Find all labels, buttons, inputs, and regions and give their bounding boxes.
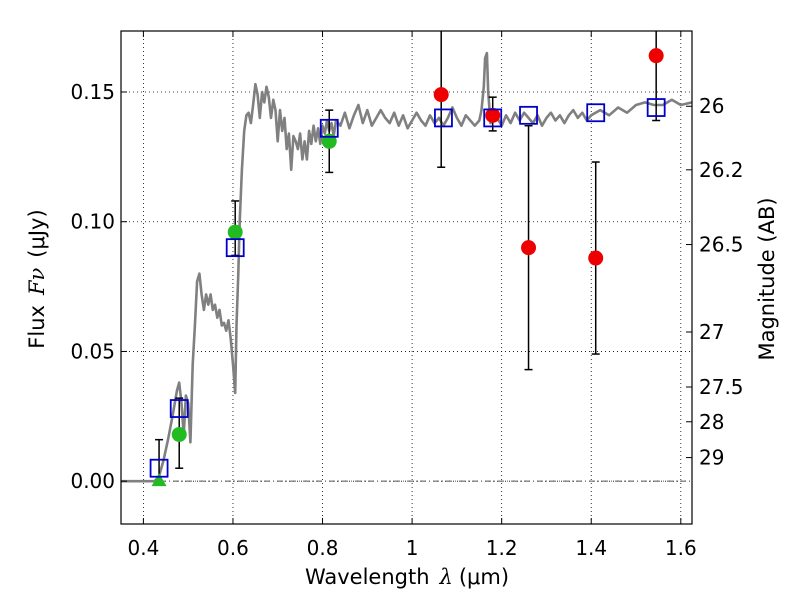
model-band-square — [169, 399, 189, 418]
y2-tick-label: 28 — [699, 410, 724, 434]
model-band-square — [519, 105, 538, 125]
x-tick-label: 0.8 — [307, 536, 339, 560]
y2-axis-label: Magnitude (AB) — [755, 197, 779, 360]
model-band-square — [483, 108, 503, 128]
y-axis-label: Flux Fν (μJy) — [25, 209, 49, 348]
x-tick-label: 1.6 — [665, 536, 697, 560]
model-band-square — [646, 98, 666, 117]
template-spectrum-layer — [121, 51, 693, 483]
y2-tick-label: 26.2 — [699, 158, 744, 182]
model-squares-layer — [149, 98, 666, 478]
y-axis-label-symbol: Fν — [25, 267, 49, 296]
model-band-square — [225, 238, 245, 258]
y-axis-label-text: Flux — [25, 305, 49, 349]
model-band-square — [434, 108, 453, 128]
nearir-photometry-point — [648, 48, 664, 64]
model-band-square — [149, 458, 169, 478]
x-axis-label-unit: (μm) — [459, 565, 509, 589]
x-tick-label: 0.6 — [217, 536, 249, 560]
y-axis-label-unit: (μJy) — [25, 209, 49, 257]
x-tick-label: 0.4 — [127, 536, 159, 560]
optical-detection-point — [227, 224, 243, 240]
x-axis-label-text: Wavelength — [305, 565, 430, 589]
nearir-photometry-point — [433, 87, 449, 103]
x-tick-label: 1.4 — [575, 536, 607, 560]
x-tick-label: 1.2 — [486, 536, 518, 560]
nearir-photometry-point — [485, 107, 501, 123]
x-axis-label-symbol: λ — [439, 565, 453, 589]
y-tick-label: 0.10 — [70, 210, 115, 234]
x-axis-label: Wavelength λ (μm) — [305, 565, 509, 589]
optical-upper-limit-triangle — [151, 473, 167, 487]
ticks-layer: 0.4 0.6 0.8 1 1.2 1.4 1.6 0.00 0.05 0.10 0.15 26 26.… — [70, 31, 744, 560]
model-band-square — [586, 103, 606, 123]
y2-tick-label: 26.5 — [699, 233, 744, 257]
y2-tick-label: 27.5 — [699, 375, 744, 399]
nearir-photometry-point — [521, 240, 537, 256]
model-band-square — [319, 118, 339, 138]
template-spectrum-line — [121, 51, 693, 483]
y-tick-label: 0.15 — [70, 80, 115, 104]
y2-tick-label: 29 — [699, 446, 724, 470]
x-tick-label: 1 — [406, 536, 419, 560]
y2-tick-label: 26 — [699, 94, 724, 118]
optical-detection-point — [171, 426, 187, 442]
plot-frame — [120, 30, 693, 525]
y2-tick-label: 27 — [699, 320, 724, 344]
y-tick-label: 0.05 — [70, 339, 115, 363]
nearir-photometry-point — [588, 250, 604, 266]
y-tick-label: 0.00 — [70, 469, 115, 493]
